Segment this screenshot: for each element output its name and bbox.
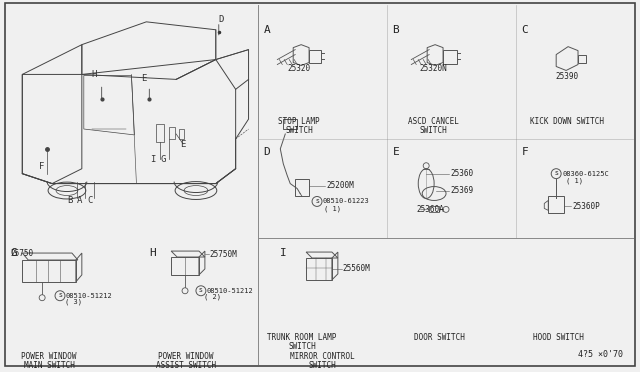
Text: MIRROR CONTROL: MIRROR CONTROL — [290, 352, 355, 361]
Bar — [284, 119, 297, 129]
Text: SWITCH: SWITCH — [285, 126, 313, 135]
Text: ( 2): ( 2) — [204, 294, 221, 300]
Text: C: C — [87, 196, 92, 205]
Text: ( 1): ( 1) — [566, 177, 582, 184]
Text: S: S — [315, 199, 319, 204]
Text: ASCD CANCEL: ASCD CANCEL — [408, 117, 459, 126]
Bar — [443, 49, 457, 64]
Text: H: H — [149, 248, 156, 258]
Text: I: I — [150, 155, 156, 164]
Text: POWER WINDOW: POWER WINDOW — [158, 352, 214, 361]
Bar — [309, 49, 321, 62]
Text: A: A — [77, 196, 83, 205]
Text: H: H — [91, 70, 97, 79]
Text: ( 3): ( 3) — [65, 299, 83, 305]
Bar — [306, 258, 332, 280]
Text: SWITCH: SWITCH — [308, 361, 336, 370]
Bar — [22, 260, 76, 282]
Text: 25360A: 25360A — [416, 205, 444, 214]
Text: DOOR SWITCH: DOOR SWITCH — [413, 333, 465, 343]
Text: F: F — [40, 162, 45, 171]
Text: ( 1): ( 1) — [324, 205, 341, 212]
Bar — [578, 55, 586, 62]
Text: 08510-51212: 08510-51212 — [66, 293, 113, 299]
Text: B: B — [392, 25, 399, 35]
Text: A: A — [264, 25, 270, 35]
Text: B: B — [67, 196, 72, 205]
Text: S: S — [554, 171, 558, 176]
Text: TRUNK ROOM LAMP: TRUNK ROOM LAMP — [268, 333, 337, 343]
Text: STOP LAMP: STOP LAMP — [278, 117, 320, 126]
Text: C: C — [522, 25, 528, 35]
Text: S: S — [58, 293, 62, 298]
Text: MAIN SWITCH: MAIN SWITCH — [24, 361, 74, 370]
Text: 25750M: 25750M — [210, 250, 237, 259]
Text: 25360: 25360 — [450, 169, 473, 178]
Text: G: G — [161, 155, 166, 164]
Text: 25320: 25320 — [287, 64, 311, 73]
Text: 25560M: 25560M — [343, 264, 371, 273]
Bar — [171, 257, 199, 275]
Bar — [179, 129, 184, 139]
Bar — [169, 127, 175, 139]
Text: F: F — [522, 147, 528, 157]
Text: 25320N: 25320N — [419, 64, 447, 73]
Text: KICK DOWN SWITCH: KICK DOWN SWITCH — [530, 117, 604, 126]
Text: E: E — [141, 74, 146, 83]
Text: 4?5 ×0'70: 4?5 ×0'70 — [578, 350, 623, 359]
Text: 25369: 25369 — [450, 186, 473, 195]
Text: E: E — [392, 147, 399, 157]
Text: 25750: 25750 — [10, 249, 33, 258]
Text: G: G — [10, 248, 17, 258]
Text: POWER WINDOW: POWER WINDOW — [21, 352, 77, 361]
Bar — [429, 206, 439, 212]
Text: E: E — [180, 140, 186, 149]
Text: 08510-61223: 08510-61223 — [323, 198, 370, 205]
Text: 08510-51212: 08510-51212 — [207, 288, 253, 294]
Text: SWITCH: SWITCH — [419, 126, 447, 135]
Bar — [156, 124, 164, 142]
Text: D: D — [218, 15, 223, 24]
Text: D: D — [264, 147, 270, 157]
Text: SWITCH: SWITCH — [288, 342, 316, 352]
Text: 25390: 25390 — [556, 73, 579, 81]
Text: HOOD SWITCH: HOOD SWITCH — [532, 333, 584, 343]
Text: ASSIST SWITCH: ASSIST SWITCH — [156, 361, 216, 370]
Text: I: I — [280, 248, 287, 258]
Bar — [295, 179, 309, 196]
Text: S: S — [199, 288, 203, 293]
Text: 25360P: 25360P — [572, 202, 600, 211]
Text: 25200M: 25200M — [326, 181, 354, 190]
Text: 08360-6125C: 08360-6125C — [562, 171, 609, 177]
